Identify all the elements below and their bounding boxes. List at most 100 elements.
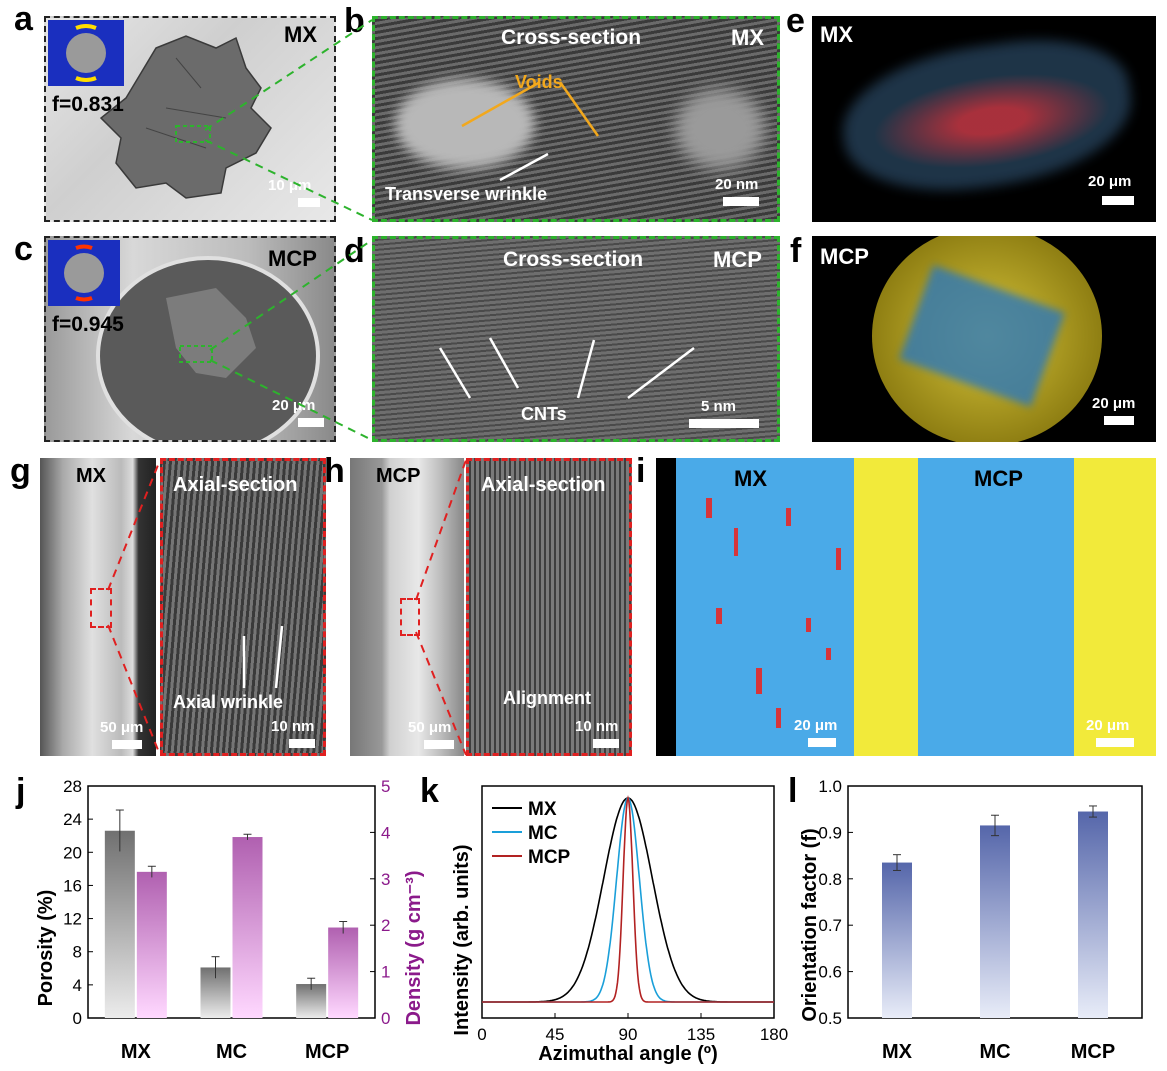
- legend-label: MX: [528, 799, 557, 820]
- x-tick-label: 45: [546, 1025, 565, 1044]
- scale-bar-label-left: 20 μm: [794, 717, 838, 734]
- scale-bar-right: [1096, 738, 1134, 747]
- x-category-label: MC: [979, 1041, 1010, 1063]
- bar-orientation: [1078, 811, 1108, 1018]
- scale-bar: [298, 418, 324, 427]
- void-region: [395, 79, 535, 169]
- x-category-label: MX: [882, 1041, 913, 1063]
- chart-orientation-factor: 0.5 0.6 0.7 0.8 0.9 1.0 MX MC MCP Orientation fa…: [799, 780, 1143, 1063]
- y2-axis-label: Density (g cm⁻³): [403, 870, 425, 1025]
- zoom-box: [90, 588, 112, 628]
- sample-label: MX: [731, 25, 764, 50]
- scale-bar-label: 5 nm: [701, 398, 737, 415]
- y-tick-label: 8: [73, 943, 82, 962]
- y-tick-label: 16: [63, 876, 82, 895]
- y-tick-label: 1.0: [818, 780, 842, 796]
- section-title: Axial-section: [173, 474, 298, 496]
- bar-orientation: [882, 862, 912, 1018]
- scale-bar-label-right: 20 μm: [1086, 717, 1130, 734]
- panel-label-i: i: [636, 452, 646, 490]
- y-tick-label: 28: [63, 780, 82, 796]
- tem-image-mcp-axial: Axial-section Alignment 10 nm: [466, 458, 632, 756]
- scale-bar-label: 10 μm: [268, 177, 312, 194]
- scale-bar-label: 20 μm: [1092, 395, 1136, 412]
- x-category-label: MCP: [305, 1041, 349, 1063]
- section-title: Cross-section: [501, 26, 642, 49]
- sample-label: MX: [820, 22, 853, 47]
- scale-bar: [723, 197, 759, 206]
- orientation-factor-label: f=0.945: [52, 313, 124, 336]
- sample-label-mx: MX: [734, 466, 767, 491]
- zoom-box: [400, 598, 420, 636]
- voids-annotation: Voids: [515, 72, 563, 92]
- sem-image-mcp-axial: MCP 50 μm: [350, 458, 464, 756]
- scale-bar: [289, 739, 315, 748]
- panel-label-f: f: [790, 232, 802, 270]
- bar-porosity: [104, 830, 135, 1018]
- scale-bar-label: 20 μm: [272, 397, 316, 414]
- tomography-mx: MX 20 μm: [812, 16, 1156, 222]
- x-category-label: MC: [216, 1041, 247, 1063]
- x-tick-label: 0: [477, 1025, 486, 1044]
- scale-bar: [593, 739, 619, 748]
- section-title: Cross-section: [503, 248, 644, 271]
- panel-label-h: h: [324, 452, 345, 490]
- y2-tick-label: 4: [381, 823, 390, 842]
- y-tick-label: 24: [63, 810, 82, 829]
- scale-bar: [689, 419, 759, 428]
- y2-tick-label: 5: [381, 780, 390, 796]
- series-line-mx: [482, 797, 774, 1003]
- alignment-annotation: Alignment: [503, 688, 591, 708]
- tem-image-mx-axial: Axial-section Axial wrinkle 10 nm: [160, 458, 326, 756]
- series-line-mc: [482, 797, 774, 1003]
- scale-bar: [424, 740, 454, 749]
- void-region-right: [675, 89, 765, 169]
- scale-bar-label: 20 nm: [715, 176, 759, 193]
- y-tick-label: 0: [73, 1009, 82, 1028]
- scale-bar-label: 50 μm: [408, 719, 452, 736]
- x-category-label: MX: [121, 1041, 152, 1063]
- bar-density: [136, 871, 167, 1018]
- x-tick-label: 180: [760, 1025, 788, 1044]
- mx-fiber-volume: [676, 458, 854, 756]
- bar-density: [232, 837, 263, 1018]
- y-axis-label: Porosity (%): [35, 890, 57, 1007]
- x-tick-label: 90: [619, 1025, 638, 1044]
- cnts-annotation: CNTs: [521, 404, 567, 424]
- y-axis-label: Orientation factor (f): [799, 828, 821, 1021]
- y-tick-label: 0.5: [818, 1009, 842, 1028]
- sem-image-mcp-cross-section: f=0.945 MCP 20 μm: [44, 236, 336, 442]
- panel-label-d: d: [344, 232, 365, 270]
- panel-label-b: b: [344, 2, 365, 40]
- y2-tick-label: 0: [381, 1009, 390, 1028]
- y-axis-label: Intensity (arb. units): [451, 844, 473, 1035]
- diffraction-pattern-inset: [48, 240, 120, 306]
- plot-frame: [87, 785, 376, 1019]
- panel-label-j: j: [16, 772, 26, 810]
- scale-bar-label: 10 nm: [271, 718, 315, 735]
- y-tick-label: 0.9: [818, 823, 842, 842]
- mcp-core: [918, 458, 1074, 756]
- sample-label: MCP: [268, 246, 317, 271]
- sem-image-mx-axial: MX 50 μm: [40, 458, 156, 756]
- y2-tick-label: 2: [381, 916, 390, 935]
- bar-orientation: [980, 825, 1010, 1018]
- panel-label-c: c: [14, 230, 33, 268]
- scale-bar-label: 50 μm: [100, 719, 144, 736]
- sample-label: MCP: [376, 465, 421, 487]
- y-tick-label: 0.8: [818, 870, 842, 889]
- sample-label: MCP: [820, 244, 869, 269]
- scale-bar-left: [808, 738, 836, 747]
- sem-image-mx-cross-section: f=0.831 MX 10 μm: [44, 16, 336, 222]
- y-tick-label: 20: [63, 843, 82, 862]
- tomography-mcp: MCP 20 μm: [812, 236, 1156, 442]
- diffraction-pattern-inset: [48, 20, 124, 86]
- sample-label-mcp: MCP: [974, 466, 1023, 491]
- x-tick-label: 135: [687, 1025, 715, 1044]
- y-tick-label: 4: [73, 976, 82, 995]
- x-category-label: MCP: [1071, 1041, 1115, 1063]
- scale-bar-label: 20 μm: [1088, 173, 1132, 190]
- chart-azimuthal-intensity: 0 45 90 135 180 MX MC MCP Intensity (arb. units…: [451, 785, 788, 1065]
- y2-tick-label: 1: [381, 963, 390, 982]
